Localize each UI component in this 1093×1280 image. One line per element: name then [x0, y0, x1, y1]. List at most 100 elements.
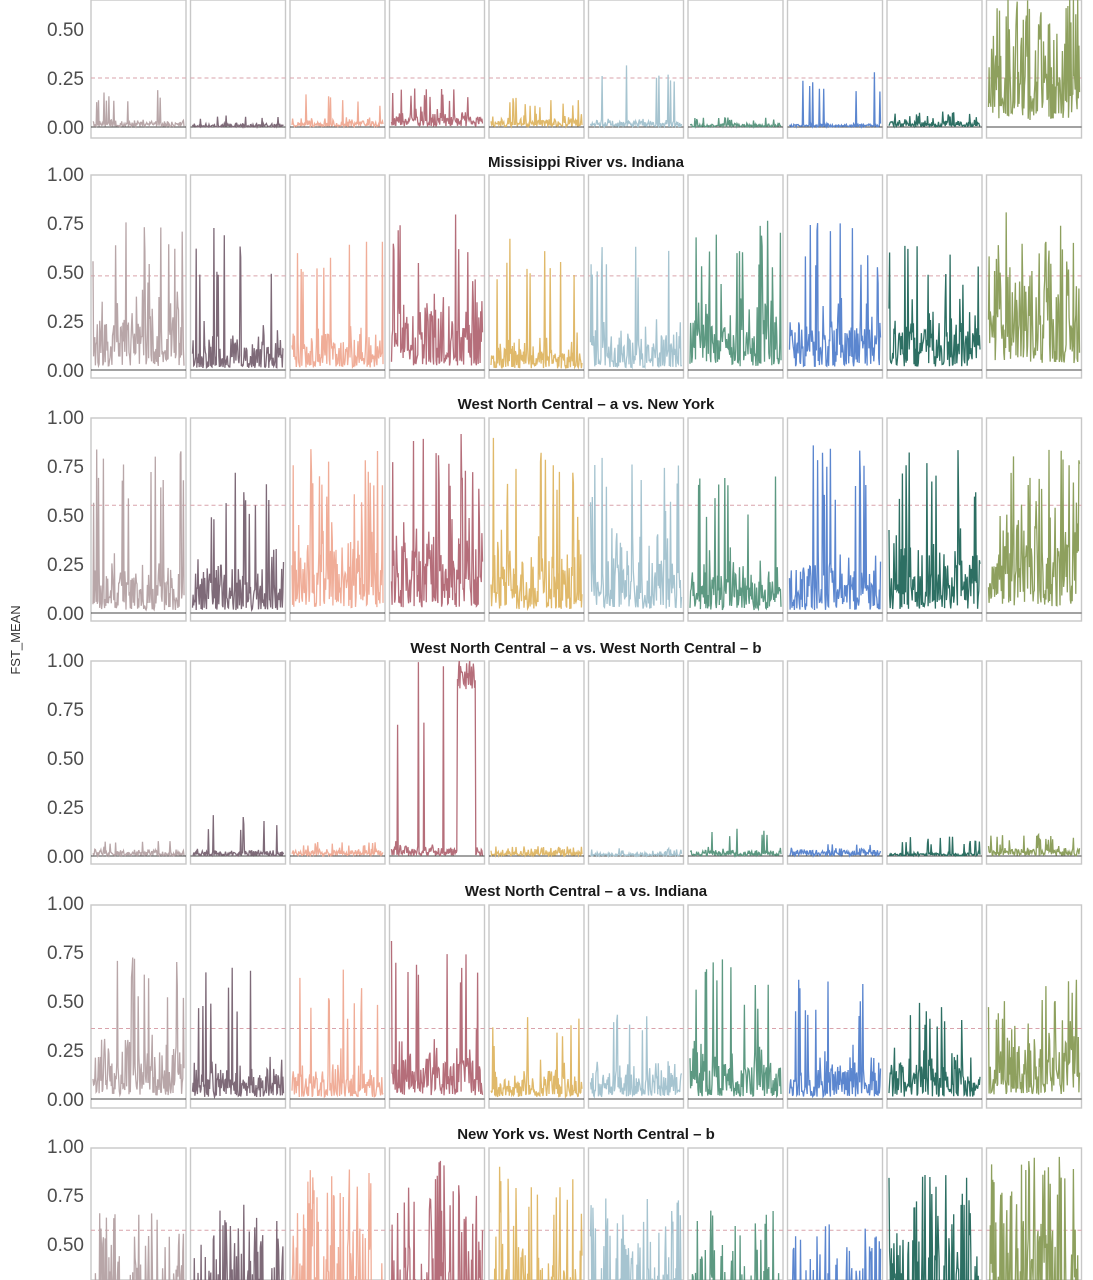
series-line	[390, 88, 484, 128]
series-line	[987, 449, 1081, 607]
series-line	[490, 846, 583, 858]
plot-title: West North Central – a vs. Indiana	[465, 883, 708, 900]
facet-frame	[886, 660, 983, 865]
facet	[786, 174, 884, 379]
facet-frame	[289, 904, 386, 1109]
series-line	[689, 828, 782, 858]
facet-frame	[985, 1147, 1083, 1280]
series-line	[291, 969, 384, 1099]
facet-frame	[289, 417, 386, 622]
facet-frame	[388, 904, 486, 1109]
y-tick-label: 1.00	[47, 1137, 84, 1158]
facet-frame	[985, 0, 1083, 139]
series-line	[791, 1224, 882, 1280]
series-line	[191, 227, 284, 369]
series-line	[192, 815, 285, 858]
facet	[90, 904, 187, 1109]
facet-frame	[189, 904, 287, 1109]
facet	[886, 0, 983, 139]
facet-frame	[587, 0, 685, 139]
series-line	[987, 0, 1081, 121]
facet	[687, 417, 784, 622]
facet-frame	[886, 174, 983, 379]
facet-frame	[587, 904, 685, 1109]
series-line	[390, 661, 484, 858]
series-line	[490, 437, 583, 612]
series-line	[689, 220, 782, 367]
y-axis-label: FST_MEAN	[8, 605, 23, 674]
y-tick-label: 0.25	[47, 312, 84, 333]
facet-frame	[687, 174, 784, 379]
facet	[90, 174, 187, 379]
facet	[886, 174, 983, 379]
facet	[587, 174, 685, 379]
facet	[786, 0, 884, 139]
series-line	[788, 979, 882, 1099]
series-line	[291, 449, 384, 609]
facet	[886, 660, 983, 865]
facet-frame	[388, 174, 486, 379]
series-line	[490, 1017, 583, 1099]
series-line	[193, 1204, 284, 1280]
facet-frame	[488, 0, 585, 139]
facet	[289, 904, 386, 1109]
facet	[189, 174, 287, 379]
series-line	[888, 1002, 981, 1097]
series-line	[691, 1210, 780, 1280]
facet-frame	[587, 660, 685, 865]
series-line	[291, 241, 384, 370]
series-line	[94, 1213, 185, 1280]
series-line	[390, 940, 484, 1096]
facet-frame	[90, 660, 187, 865]
facet	[289, 660, 386, 865]
facet	[985, 174, 1083, 379]
series-line	[92, 841, 185, 859]
series-line	[987, 212, 1081, 364]
series-line	[689, 476, 782, 612]
facet-frame	[189, 660, 287, 865]
series-line	[589, 457, 683, 610]
facet	[786, 660, 884, 865]
facet	[189, 660, 287, 865]
facet	[786, 1147, 884, 1280]
facet-frame	[388, 0, 486, 139]
y-tick-label: 0.50	[47, 992, 84, 1013]
facet-frame	[985, 660, 1083, 865]
facet	[90, 417, 187, 622]
facet	[985, 904, 1083, 1109]
facet	[488, 660, 585, 865]
series-line	[391, 1160, 484, 1280]
facet	[388, 417, 486, 622]
facet	[289, 417, 386, 622]
y-tick-label: 0.00	[47, 1090, 84, 1111]
series-line	[191, 967, 285, 1100]
facet-frame	[886, 1147, 983, 1280]
series-line	[589, 1198, 682, 1280]
y-tick-label: 0.75	[47, 457, 84, 478]
facet-frame	[388, 660, 486, 865]
facet	[587, 417, 685, 622]
y-tick-label: 1.00	[47, 651, 84, 672]
series-line	[590, 846, 683, 859]
facet-frame	[90, 0, 187, 139]
series-line	[191, 472, 285, 613]
y-tick-label: 1.00	[47, 408, 84, 429]
y-tick-label: 0.00	[47, 847, 84, 868]
facet-frame	[189, 0, 287, 139]
series-line	[92, 957, 185, 1098]
facet-frame	[488, 660, 585, 865]
series-line	[987, 832, 1081, 857]
y-tick-label: 1.00	[47, 165, 84, 186]
facet-frame	[985, 174, 1083, 379]
facet-frame	[488, 904, 585, 1109]
facet-frame	[886, 0, 983, 139]
series-line	[92, 222, 185, 369]
facet	[786, 904, 884, 1109]
facet-frame	[687, 660, 784, 865]
facet	[289, 1147, 386, 1280]
facet-frame	[289, 0, 386, 139]
series-line	[291, 842, 384, 858]
plot-row: 0.00 0.25 0.50	[47, 0, 1083, 139]
